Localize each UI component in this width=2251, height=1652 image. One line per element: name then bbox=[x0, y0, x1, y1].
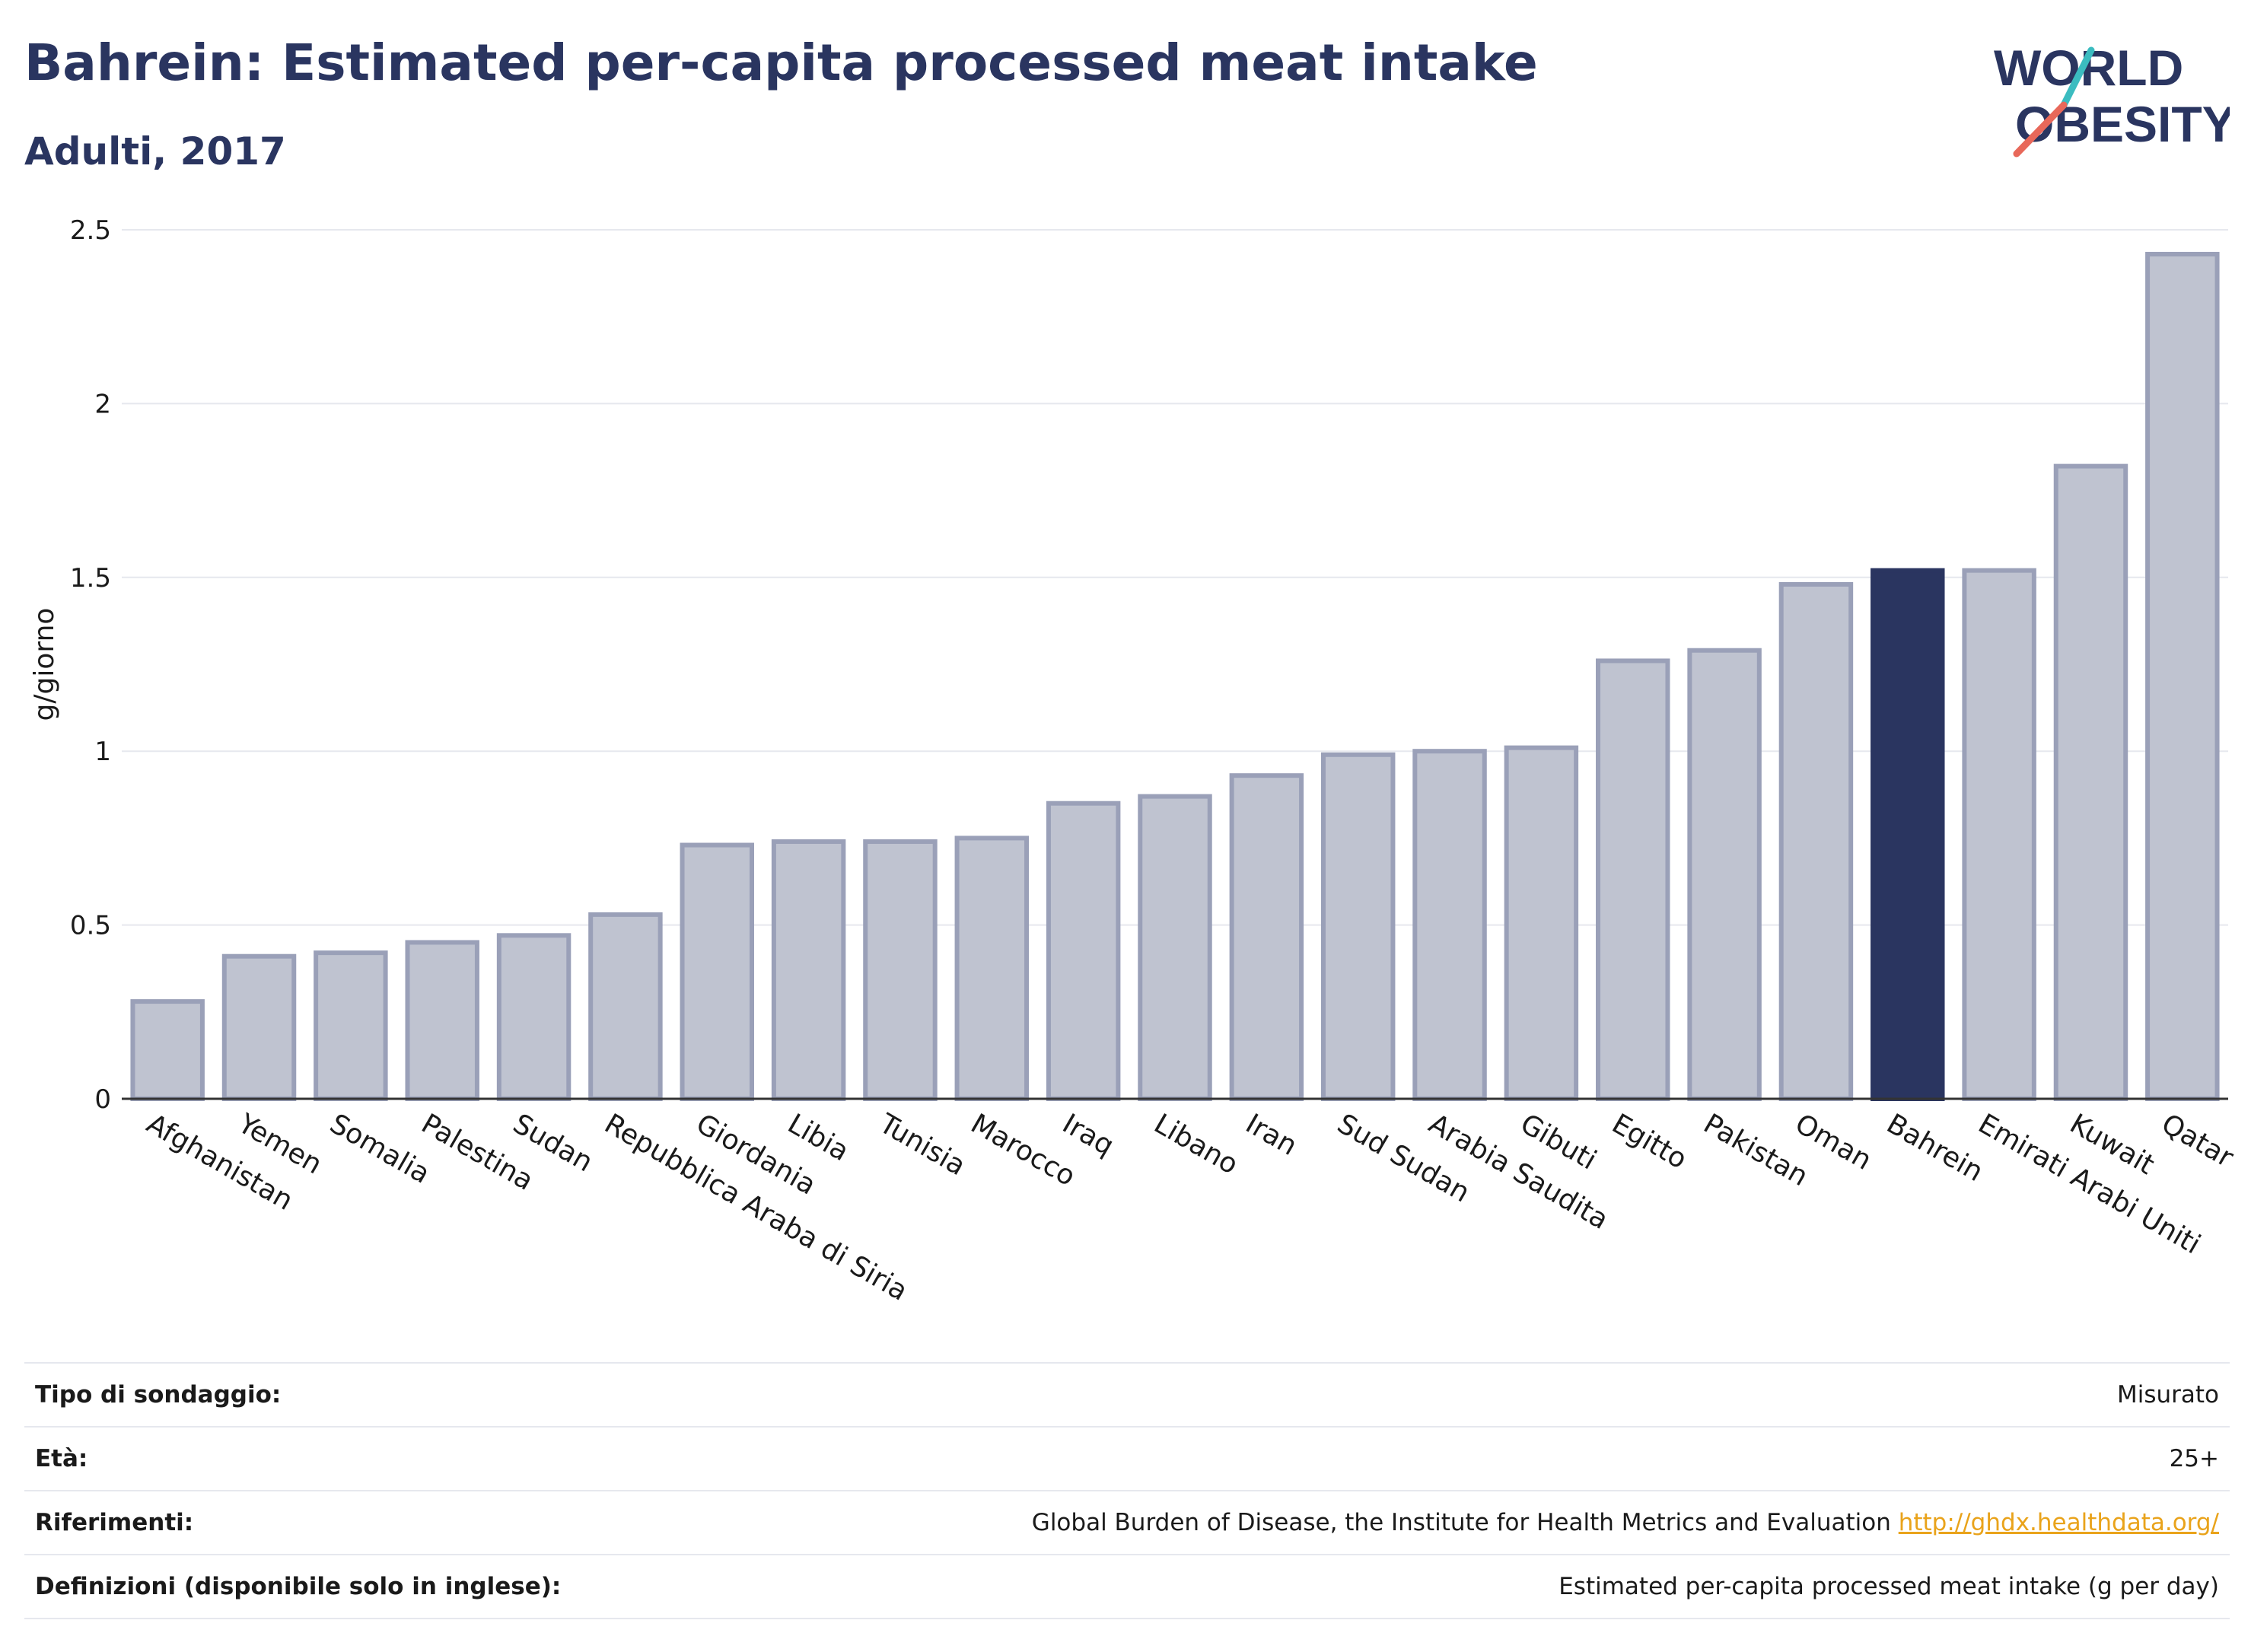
info-label: Età: bbox=[24, 1426, 712, 1491]
y-axis-title: g/giorno bbox=[29, 608, 60, 721]
bar-sud-sudan[interactable] bbox=[1320, 752, 1396, 1101]
bar-gibuti[interactable] bbox=[1504, 745, 1579, 1102]
bar-kuwait[interactable] bbox=[2053, 463, 2128, 1101]
bar-sudan[interactable] bbox=[496, 933, 572, 1101]
bar-tunisia[interactable] bbox=[863, 839, 938, 1102]
info-value: Misurato bbox=[712, 1362, 2230, 1427]
x-tick-label: Iran bbox=[1240, 1108, 1302, 1162]
x-tick-label: Iraq bbox=[1057, 1108, 1119, 1162]
bar-chart: 0 0.5 1 1.5 2 2.5 AfghanistanYemenSomaliaPale… bbox=[29, 215, 2239, 1307]
info-row-references: Riferimenti: Global Burden of Disease, t… bbox=[24, 1490, 2230, 1555]
x-tick-label: Somalia bbox=[324, 1108, 435, 1190]
bar-arabia-saudita[interactable] bbox=[1412, 749, 1487, 1101]
bar-repubblica-araba-di-siria[interactable] bbox=[588, 912, 663, 1101]
x-tick-label: Tunisia bbox=[874, 1108, 971, 1182]
x-tick-label: Egitto bbox=[1606, 1108, 1692, 1175]
info-row-survey-type: Tipo di sondaggio: Misurato bbox=[24, 1362, 2230, 1427]
bar-emirati-arabi-uniti[interactable] bbox=[1962, 568, 2036, 1101]
info-label: Tipo di sondaggio: bbox=[24, 1362, 712, 1427]
info-table: Tipo di sondaggio: Misurato Età: 25+ Rif… bbox=[24, 1362, 2230, 1619]
bar-egitto[interactable] bbox=[1596, 658, 1670, 1101]
logo-teal-slash bbox=[2060, 46, 2095, 109]
info-label: Definizioni (disponibile solo in inglese… bbox=[24, 1554, 712, 1619]
world-obesity-logo: WORLD OBESITY bbox=[1994, 40, 2230, 158]
bar-libia[interactable] bbox=[771, 839, 846, 1102]
bars bbox=[130, 251, 2220, 1102]
info-label: Riferimenti: bbox=[24, 1490, 712, 1555]
bar-qatar[interactable] bbox=[2145, 251, 2220, 1102]
bar-giordania[interactable] bbox=[680, 842, 754, 1101]
logo-coral-slash bbox=[2013, 101, 2068, 158]
bar-pakistan[interactable] bbox=[1687, 648, 1762, 1101]
x-tick-label: Pakistan bbox=[1699, 1108, 1813, 1192]
bar-oman[interactable] bbox=[1778, 581, 1854, 1101]
y-tick-label: 1 bbox=[94, 737, 111, 767]
bar-somalia[interactable] bbox=[314, 950, 388, 1102]
y-tick-label: 2.5 bbox=[70, 215, 111, 246]
y-tick-label: 1.5 bbox=[70, 563, 111, 594]
y-tick-label: 2 bbox=[94, 389, 111, 419]
bar-iraq[interactable] bbox=[1046, 801, 1121, 1101]
bar-palestina[interactable] bbox=[405, 940, 479, 1101]
chart-subtitle: Adulti, 2017 bbox=[24, 129, 286, 173]
bar-bahrein[interactable] bbox=[1871, 568, 1945, 1101]
info-row-definitions: Definizioni (disponibile solo in inglese… bbox=[24, 1554, 2230, 1619]
bar-libano[interactable] bbox=[1138, 794, 1212, 1101]
bar-yemen[interactable] bbox=[221, 953, 297, 1102]
bar-marocco[interactable] bbox=[954, 836, 1030, 1102]
logo-text-obesity: OBESITY bbox=[2015, 96, 2230, 152]
info-value: 25+ bbox=[712, 1426, 2230, 1491]
x-tick-label: Qatar bbox=[2156, 1108, 2238, 1173]
bar-afghanistan[interactable] bbox=[130, 999, 205, 1101]
info-row-age: Età: 25+ bbox=[24, 1426, 2230, 1491]
y-axis-ticks: 0 0.5 1 1.5 2 2.5 bbox=[70, 215, 111, 1115]
info-value: Estimated per-capita processed meat inta… bbox=[712, 1554, 2230, 1619]
bar-iran[interactable] bbox=[1229, 773, 1304, 1102]
reference-link[interactable]: http://ghdx.healthdata.org/ bbox=[1898, 1509, 2219, 1536]
y-tick-label: 0 bbox=[94, 1084, 111, 1115]
info-value: Global Burden of Disease, the Institute … bbox=[1031, 1509, 1891, 1536]
y-tick-label: 0.5 bbox=[70, 911, 111, 941]
chart-title: Bahrein: Estimated per-capita processed … bbox=[24, 33, 1538, 92]
x-tick-label: Libano bbox=[1149, 1108, 1243, 1180]
x-tick-label: Bahrein bbox=[1881, 1108, 1988, 1188]
x-tick-label: Marocco bbox=[966, 1108, 1081, 1192]
